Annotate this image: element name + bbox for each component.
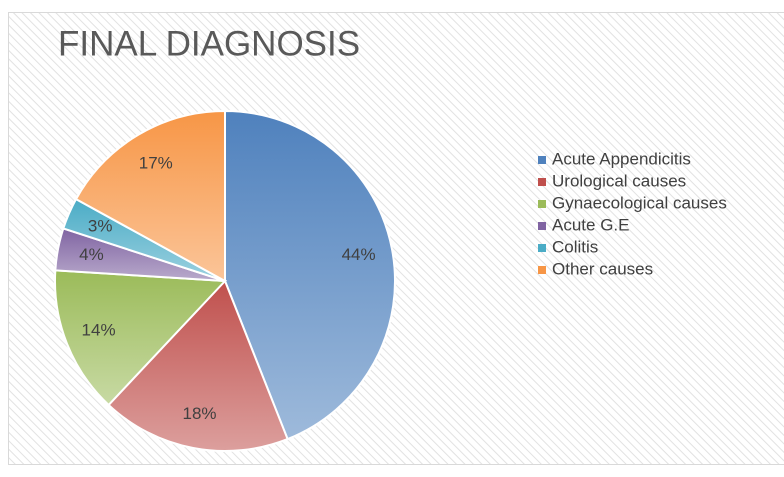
pie-slice — [74, 109, 226, 283]
data-label: 4% — [79, 245, 104, 264]
legend-label: Other causes — [552, 259, 653, 278]
pie-slice — [107, 279, 289, 452]
legend-label: Acute G.E — [552, 215, 629, 234]
data-label: 14% — [82, 321, 116, 340]
legend-marker — [538, 200, 546, 208]
pie-slice — [224, 109, 396, 441]
chart-title: FINAL DIAGNOSIS — [58, 24, 360, 63]
legend-label: Urological causes — [552, 171, 686, 190]
legend-label: Acute Appendicitis — [552, 149, 691, 168]
legend-label: Colitis — [552, 237, 598, 256]
legend-marker — [538, 244, 546, 252]
data-label: 18% — [183, 404, 217, 423]
legend-label: Gynaecological causes — [552, 193, 727, 212]
legend-marker — [538, 222, 546, 230]
data-label: 17% — [139, 153, 173, 172]
legend-marker — [538, 178, 546, 186]
legend-marker — [538, 156, 546, 164]
data-label: 3% — [88, 216, 113, 235]
pie-slice — [54, 269, 228, 407]
legend-marker — [538, 266, 546, 274]
data-label: 44% — [342, 245, 376, 264]
